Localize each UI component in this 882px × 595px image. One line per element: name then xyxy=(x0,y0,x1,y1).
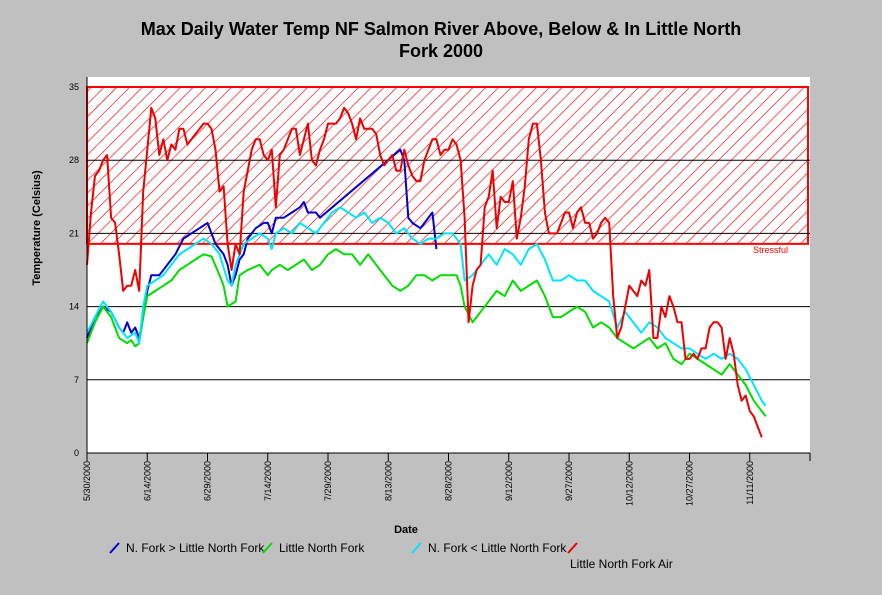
legend-swatch-air xyxy=(566,540,580,554)
stress-band-layer: Stressful xyxy=(86,86,809,255)
x-axis-label: Date xyxy=(394,524,418,536)
x-tick-label: 9/12/2000 xyxy=(504,461,514,501)
y-axis-label: Temperature (Celsius) xyxy=(31,170,43,286)
series-line-3 xyxy=(86,106,763,438)
x-tick-label: 10/12/2000 xyxy=(624,461,634,506)
series-line-1 xyxy=(86,248,767,418)
legend-label-air: Little North Fork Air xyxy=(570,557,673,571)
legend-label-nf-below: N. Fork < Little North Fork xyxy=(428,541,567,555)
legend-item-air: Little North Fork Air xyxy=(566,540,746,572)
legend-swatch-lnf xyxy=(261,540,275,554)
legend-swatch-nf-above xyxy=(108,540,122,554)
chart-title-line1: Max Daily Water Temp NF Salmon River Abo… xyxy=(140,19,742,39)
legend-label-lnf: Little North Fork xyxy=(279,541,365,555)
chart-title-line2: Fork 2000 xyxy=(398,41,484,61)
series-layer xyxy=(86,106,767,438)
legend-item-lnf: Little North Fork xyxy=(261,540,421,556)
x-tick-label: 5/30/2000 xyxy=(82,461,92,501)
x-tick-label: 6/29/2000 xyxy=(203,461,213,501)
legend-swatch-nf-below xyxy=(410,540,424,554)
legend-label-nf-above: N. Fork > Little North Fork xyxy=(126,541,265,555)
x-tick-label: 8/13/2000 xyxy=(383,461,393,501)
x-tick-label: 7/14/2000 xyxy=(263,461,273,501)
chart-title: Max Daily Water Temp NF Salmon River Abo… xyxy=(0,18,882,62)
series-line-2 xyxy=(86,206,767,407)
y-tick-label: 7 xyxy=(74,375,79,385)
x-tick-label: 11/11/2000 xyxy=(745,461,755,505)
y-tick-label: 0 xyxy=(74,448,79,458)
x-tick-label: 7/29/2000 xyxy=(323,461,333,501)
y-tick-label: 14 xyxy=(69,302,79,312)
y-tick-label: 21 xyxy=(69,228,79,238)
legend-item-nf-below: N. Fork < Little North Fork xyxy=(410,540,570,556)
y-tick-layer: 0 7 14 21 28 35 xyxy=(69,82,79,458)
stress-band xyxy=(86,86,809,245)
legend-item-nf-above: N. Fork > Little North Fork xyxy=(108,540,268,556)
x-tick-label: 10/27/2000 xyxy=(685,461,695,506)
y-tick-label: 35 xyxy=(69,82,79,92)
x-tick-layer: 5/30/2000 6/14/2000 6/29/2000 7/14/2000 7/29… xyxy=(82,453,811,506)
stress-band-label: Stressful xyxy=(753,245,788,255)
y-tick-label: 28 xyxy=(69,155,79,165)
x-tick-label: 8/28/2000 xyxy=(444,461,454,501)
x-tick-label: 6/14/2000 xyxy=(142,461,152,501)
x-tick-label: 9/27/2000 xyxy=(564,461,574,501)
